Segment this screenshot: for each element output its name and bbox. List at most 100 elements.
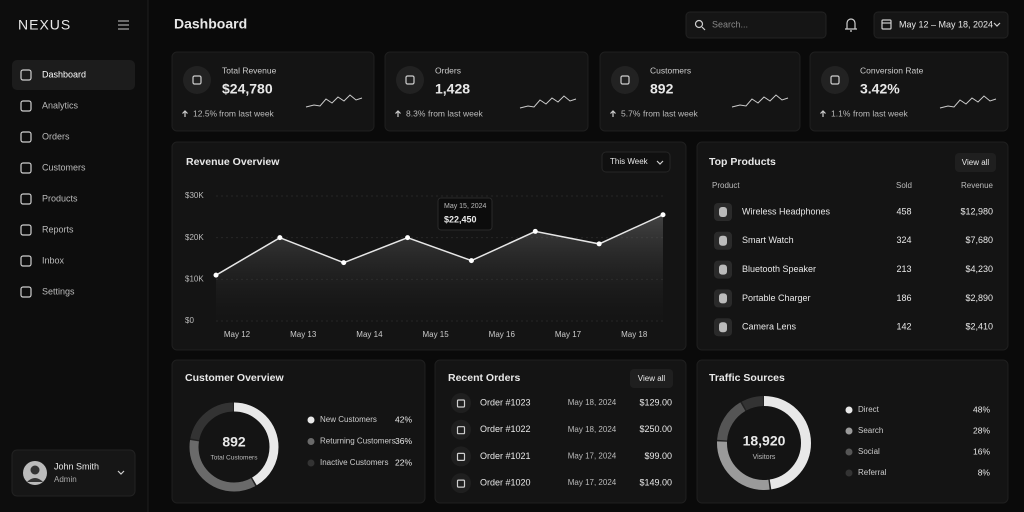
legend-dot xyxy=(307,438,315,445)
kpi-note: from last week xyxy=(853,108,909,118)
legend-label: Returning Customers xyxy=(320,437,396,446)
nav-icon xyxy=(20,100,32,112)
nav-item[interactable] xyxy=(12,247,135,275)
user-card[interactable] xyxy=(11,449,136,497)
revenue-title: Revenue Overview xyxy=(186,156,280,168)
kpi-arrow xyxy=(182,110,188,117)
product-name: Camera Lens xyxy=(742,322,797,332)
orders-title: Recent Orders xyxy=(448,372,521,384)
customer-total: 892 xyxy=(222,434,246,450)
order-amount: $149.00 xyxy=(639,477,672,487)
nav-icon xyxy=(20,69,32,81)
user-name: John Smith xyxy=(54,461,99,471)
order-id: Order #1020 xyxy=(480,477,531,487)
kpi-change: 12.5% xyxy=(193,108,218,118)
top-products-card xyxy=(696,141,1009,351)
kpi-arrow xyxy=(395,110,401,117)
kpi-icon xyxy=(821,66,849,94)
menu-button[interactable] xyxy=(118,20,129,30)
point xyxy=(532,228,538,234)
nav-icon xyxy=(20,131,32,143)
kpi-card xyxy=(599,51,801,132)
nav-icon xyxy=(20,162,32,174)
kpi-arrow xyxy=(610,110,616,117)
kpi-icon xyxy=(611,66,639,94)
product-sold: 213 xyxy=(896,264,911,274)
kpi-icon-glyph xyxy=(405,75,415,85)
sparkline xyxy=(519,95,577,109)
view-all-button[interactable] xyxy=(955,153,996,172)
order-icon xyxy=(451,446,471,467)
area xyxy=(216,214,663,321)
tooltip xyxy=(437,197,493,231)
legend-value: 22% xyxy=(395,457,412,467)
donut-segment xyxy=(717,396,811,490)
legend-dot xyxy=(845,406,853,414)
legend-value: 36% xyxy=(395,436,412,446)
column-header: Sold xyxy=(896,181,912,190)
nav-label: Products xyxy=(42,193,78,203)
kpi-icon-glyph xyxy=(620,75,630,85)
y-tick-label: $30K xyxy=(185,191,204,200)
period-select[interactable] xyxy=(601,151,671,173)
kpi-value: 3.42% xyxy=(860,81,900,97)
view-all: View all xyxy=(962,158,990,167)
nav-label: Settings xyxy=(42,286,75,296)
date-picker[interactable] xyxy=(873,11,1009,39)
product-revenue: $12,980 xyxy=(960,206,993,216)
legend-dot xyxy=(845,448,853,456)
sparkline xyxy=(939,95,997,109)
legend-dot xyxy=(307,416,315,424)
notifications[interactable] xyxy=(845,18,857,32)
donut-segment xyxy=(189,402,279,492)
legend-value: 8% xyxy=(978,467,991,477)
point xyxy=(277,235,283,241)
x-tick-label: May 16 xyxy=(489,330,516,339)
kpi-note: from last week xyxy=(428,108,484,118)
kpi-change: 5.7% xyxy=(621,108,641,118)
nav-label: Analytics xyxy=(42,100,79,110)
legend-dot xyxy=(845,469,853,477)
product-sold: 324 xyxy=(896,235,911,245)
view-all-button[interactable] xyxy=(630,369,673,388)
x-tick-label: May 13 xyxy=(290,330,317,339)
sparkline xyxy=(305,94,363,108)
nav-label: Inbox xyxy=(42,255,65,265)
product-glyph xyxy=(719,207,727,217)
product-glyph xyxy=(719,293,727,304)
order-date: May 17, 2024 xyxy=(568,452,617,461)
order-glyph xyxy=(456,426,466,435)
legend-label: New Customers xyxy=(320,415,377,424)
search-box[interactable] xyxy=(685,11,827,39)
date-range: May 12 – May 18, 2024 xyxy=(899,19,993,29)
product-sold: 186 xyxy=(896,293,911,303)
sparkline xyxy=(731,94,789,108)
kpi-card xyxy=(384,51,589,132)
nav-icon xyxy=(20,255,32,267)
nav-item[interactable] xyxy=(12,123,135,151)
legend-label: Direct xyxy=(858,405,880,414)
customer-total-label: Total Customers xyxy=(211,455,259,462)
legend-label: Social xyxy=(858,447,880,456)
product-glyph xyxy=(719,322,727,333)
traffic-title: Traffic Sources xyxy=(709,372,785,384)
point xyxy=(341,260,347,266)
column-header: Product xyxy=(712,181,740,190)
nav-label: Customers xyxy=(42,162,86,172)
orders-card xyxy=(434,359,687,504)
legend-dot xyxy=(845,427,853,435)
search-placeholder: Search... xyxy=(712,19,748,29)
legend-label: Inactive Customers xyxy=(320,458,388,467)
kpi-value: 1,428 xyxy=(435,81,470,97)
order-glyph xyxy=(456,479,466,488)
order-glyph xyxy=(456,452,466,461)
x-tick-label: May 12 xyxy=(224,330,251,339)
order-id: Order #1021 xyxy=(480,451,531,461)
product-name: Wireless Headphones xyxy=(742,206,831,216)
product-glyph xyxy=(719,264,727,275)
traffic-card xyxy=(696,359,1009,504)
point xyxy=(468,258,474,264)
kpi-label: Conversion Rate xyxy=(860,65,924,75)
x-tick-label: May 17 xyxy=(555,330,582,339)
